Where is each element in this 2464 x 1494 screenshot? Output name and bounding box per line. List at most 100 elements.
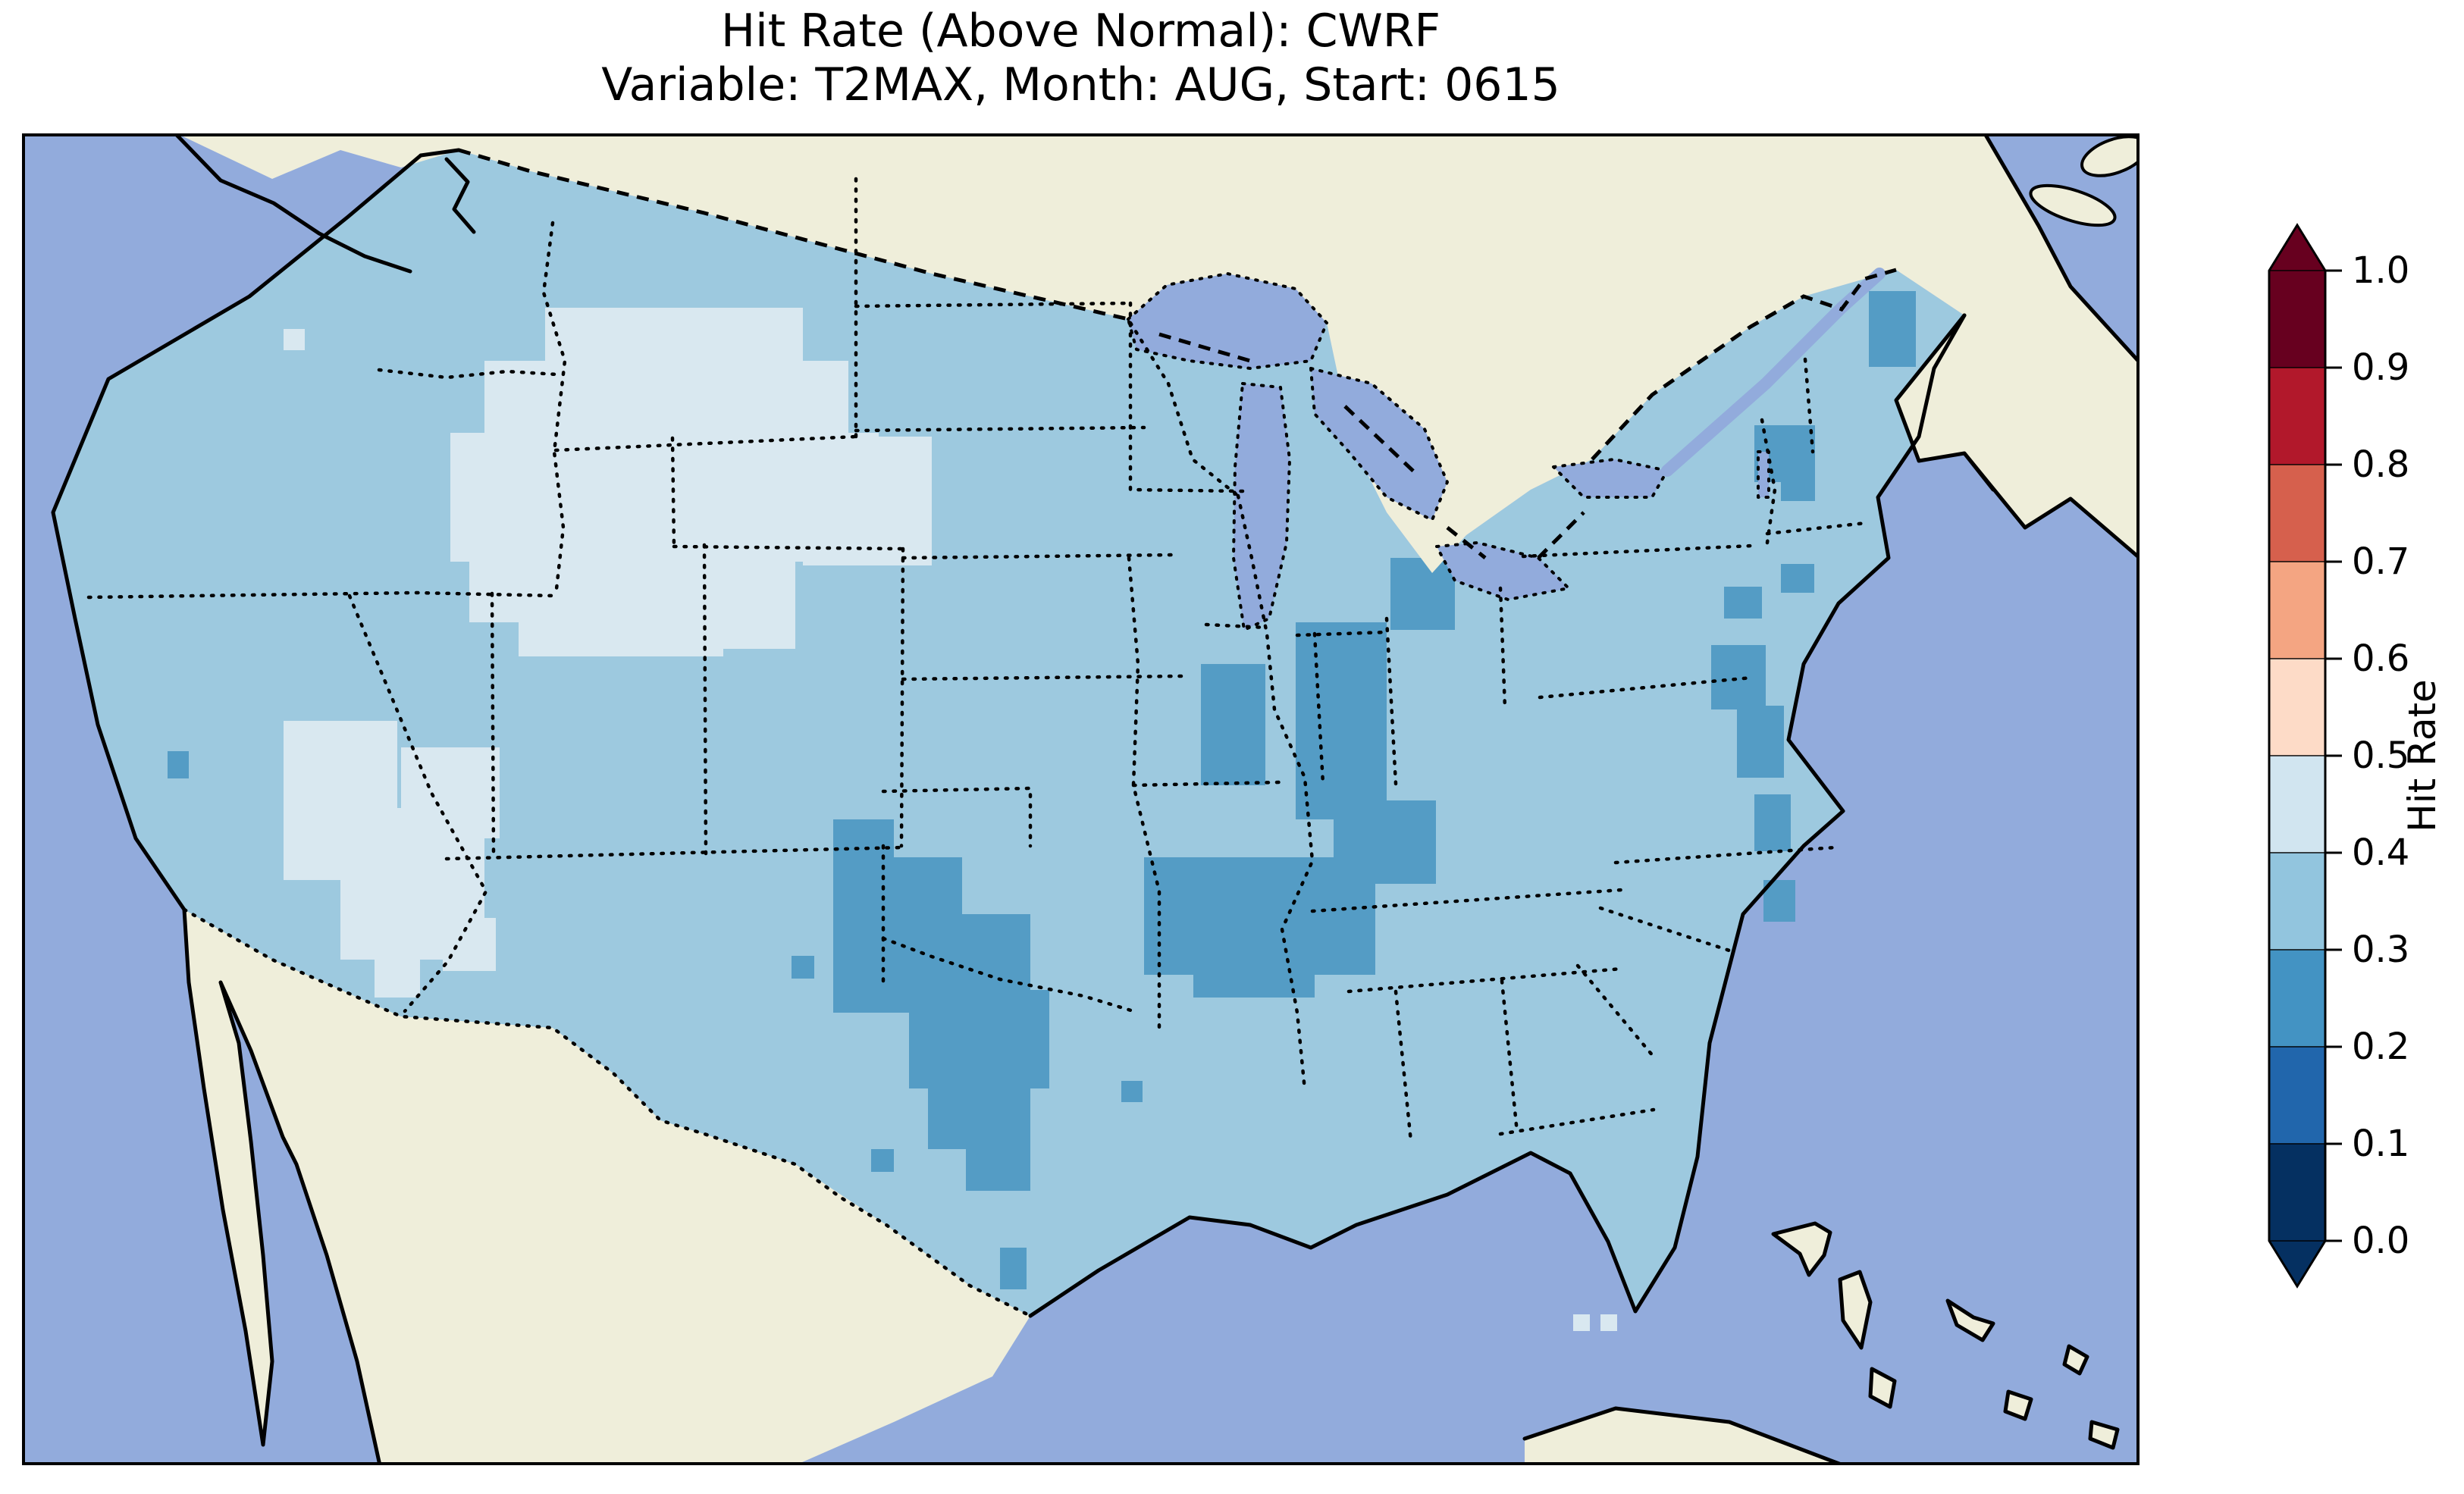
grid-cell xyxy=(1000,1248,1027,1289)
grid-cell xyxy=(443,918,496,971)
colorbar-segment xyxy=(2268,755,2326,853)
british-columbia-coastline xyxy=(174,133,412,274)
figure-title: Hit Rate (Above Normal): CWRF Variable: … xyxy=(22,5,2140,112)
island xyxy=(1838,1270,1873,1350)
title-line-2: Variable: T2MAX, Month: AUG, Start: 0615 xyxy=(601,58,1560,111)
hit-rate-patch-04-05 xyxy=(284,308,1617,1331)
state-border-line xyxy=(881,786,1033,848)
state-border-line xyxy=(1521,543,1754,559)
colorbar-ticks xyxy=(2325,269,2342,1242)
colorbar: 1.0 0.9 0.8 0.7 0.6 0.5 0.4 0.3 0.2 0.1 … xyxy=(2268,223,2444,1289)
state-border-line xyxy=(1295,630,1389,637)
colorbar-axis-label: Hit Rate xyxy=(2400,679,2444,832)
grid-cell xyxy=(1121,1081,1143,1102)
grid-cell xyxy=(871,1149,894,1172)
grid-cell xyxy=(1296,622,1387,819)
colorbar-segment xyxy=(2268,561,2326,659)
state-border-line xyxy=(1310,888,1624,913)
grid-cell xyxy=(375,952,420,998)
us-canada-border xyxy=(458,148,1897,559)
bahamas-islands xyxy=(1771,1221,2120,1450)
tick-label: 0.4 xyxy=(2352,832,2409,874)
state-border-line xyxy=(672,544,905,551)
state-border-line xyxy=(553,434,858,453)
mexico-land xyxy=(184,910,1030,1465)
state-border-line xyxy=(444,845,905,861)
tick-label: 0.0 xyxy=(2352,1220,2409,1262)
tick-label: 0.3 xyxy=(2352,929,2409,971)
colorbar-segment xyxy=(2268,1143,2326,1242)
lake-superior xyxy=(1127,272,1328,370)
grid-cell xyxy=(1781,467,1815,501)
us-hit-rate-map xyxy=(22,133,2140,1465)
great-lakes xyxy=(1127,272,1770,631)
colorbar-segment xyxy=(2268,949,2326,1048)
state-border-line xyxy=(702,543,708,856)
island xyxy=(2062,1344,2089,1376)
gulf-of-st-lawrence xyxy=(1986,133,2140,362)
tick-label: 0.5 xyxy=(2352,734,2409,777)
state-border-line xyxy=(1204,622,1269,630)
grid-cell xyxy=(284,329,305,350)
colorbar-tick-labels: 1.0 0.9 0.8 0.7 0.6 0.5 0.4 0.3 0.2 0.1 … xyxy=(2352,249,2409,1262)
island xyxy=(1945,1298,1995,1342)
state-border-line xyxy=(347,594,488,1013)
tick-label: 0.8 xyxy=(2352,443,2409,486)
lake-champlain xyxy=(1757,450,1770,499)
border-segment xyxy=(1446,526,1487,559)
border-segment xyxy=(1537,511,1585,559)
border-segment xyxy=(1158,332,1251,363)
lake-michigan xyxy=(1232,382,1291,631)
state-border-line xyxy=(854,425,1146,433)
map-frame xyxy=(22,133,2140,1465)
state-border-line xyxy=(881,936,1136,1013)
colorbar-segment xyxy=(2268,1046,2326,1145)
state-border-line xyxy=(86,590,558,600)
colorbar-extend-over-arrow xyxy=(2268,224,2327,271)
state-border-line xyxy=(1498,586,1507,710)
grid-cell xyxy=(1869,291,1916,367)
state-border-line xyxy=(1598,906,1732,953)
grid-cell xyxy=(519,611,723,656)
grid-cell xyxy=(168,751,189,778)
newfoundland-island xyxy=(2080,135,2140,177)
grid-cell xyxy=(1201,664,1265,785)
tick-label: 0.2 xyxy=(2352,1026,2409,1068)
tick-label: 0.9 xyxy=(2352,346,2409,389)
colorbar-segment xyxy=(2268,270,2326,368)
colorbar-extend-under-arrow xyxy=(2268,1240,2327,1288)
state-border-line xyxy=(1393,989,1413,1144)
prince-edward-island xyxy=(2029,183,2117,227)
lake-erie xyxy=(1435,541,1570,601)
cuba-coastline xyxy=(1522,1406,1845,1465)
state-border-line xyxy=(377,368,560,380)
state-border-line xyxy=(1131,780,1283,788)
border-segment xyxy=(1591,268,1897,461)
state-border-line xyxy=(1128,321,1240,498)
state-borders xyxy=(86,177,1868,1144)
cuba-land xyxy=(1525,1408,1843,1465)
grid-cell xyxy=(966,1130,1030,1191)
st-lawrence-gulf-coastline xyxy=(1983,133,2140,365)
grid-cell xyxy=(1724,587,1762,619)
lake-ontario xyxy=(1552,458,1669,499)
tick-label: 0.6 xyxy=(2352,637,2409,680)
puget-sound-coastline xyxy=(419,148,476,234)
pacific-coastline xyxy=(51,153,423,912)
grid-cell xyxy=(803,437,932,565)
title-line-1: Hit Rate (Above Normal): CWRF xyxy=(721,5,1440,58)
island xyxy=(2088,1420,2120,1450)
border-segment xyxy=(1343,405,1419,476)
tick-label: 1.0 xyxy=(2352,249,2409,292)
colorbar-segment xyxy=(2268,658,2326,756)
grid-cell xyxy=(1600,1314,1617,1331)
grid-cell xyxy=(1754,794,1791,851)
grid-cell xyxy=(1781,564,1814,593)
island xyxy=(1771,1221,1832,1277)
state-border-line xyxy=(1346,966,1624,994)
baja-and-gulf-of-california-coastline xyxy=(182,907,382,1465)
state-border-line xyxy=(854,301,1133,309)
tick-label: 0.1 xyxy=(2352,1123,2409,1165)
state-border-line xyxy=(1765,521,1868,536)
